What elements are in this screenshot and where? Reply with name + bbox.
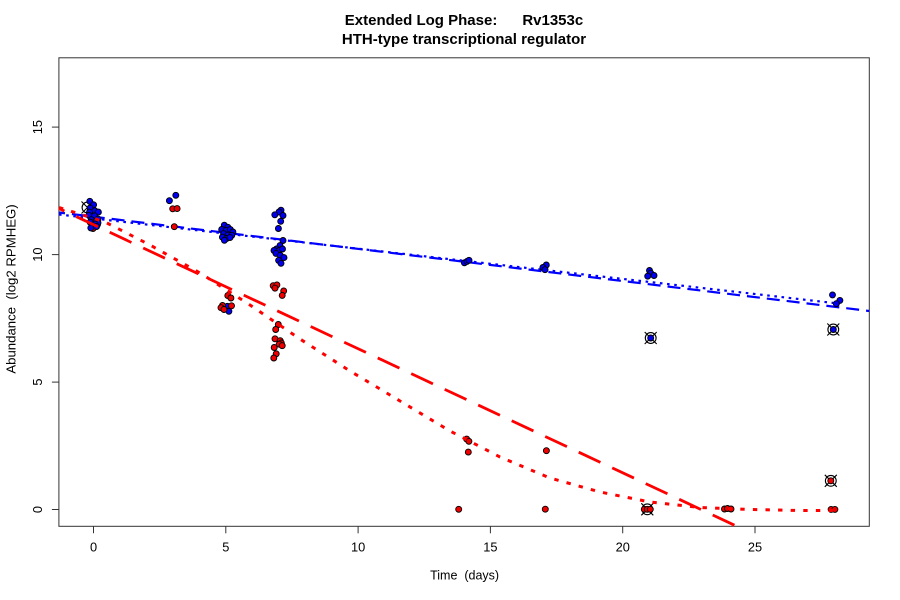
svg-text:Abundance (log2 RPMHEG): Abundance (log2 RPMHEG) — [4, 204, 19, 373]
svg-text:0: 0 — [90, 540, 97, 555]
svg-text:Time (days): Time (days) — [430, 569, 499, 583]
svg-text:20: 20 — [616, 540, 630, 555]
svg-text:10: 10 — [351, 540, 365, 555]
svg-text:Extended Log Phase: Rv135: Extended Log Phase: Rv1353c — [345, 12, 583, 29]
svg-text:10: 10 — [30, 247, 45, 261]
svg-text:5: 5 — [222, 540, 229, 555]
svg-text:HTH-type transcriptional regul: HTH-type transcriptional regulator — [342, 31, 586, 48]
svg-text:25: 25 — [748, 540, 762, 555]
svg-text:15: 15 — [483, 540, 497, 555]
svg-text:15: 15 — [30, 120, 45, 134]
svg-text:0: 0 — [30, 506, 45, 513]
svg-text:5: 5 — [30, 379, 45, 386]
